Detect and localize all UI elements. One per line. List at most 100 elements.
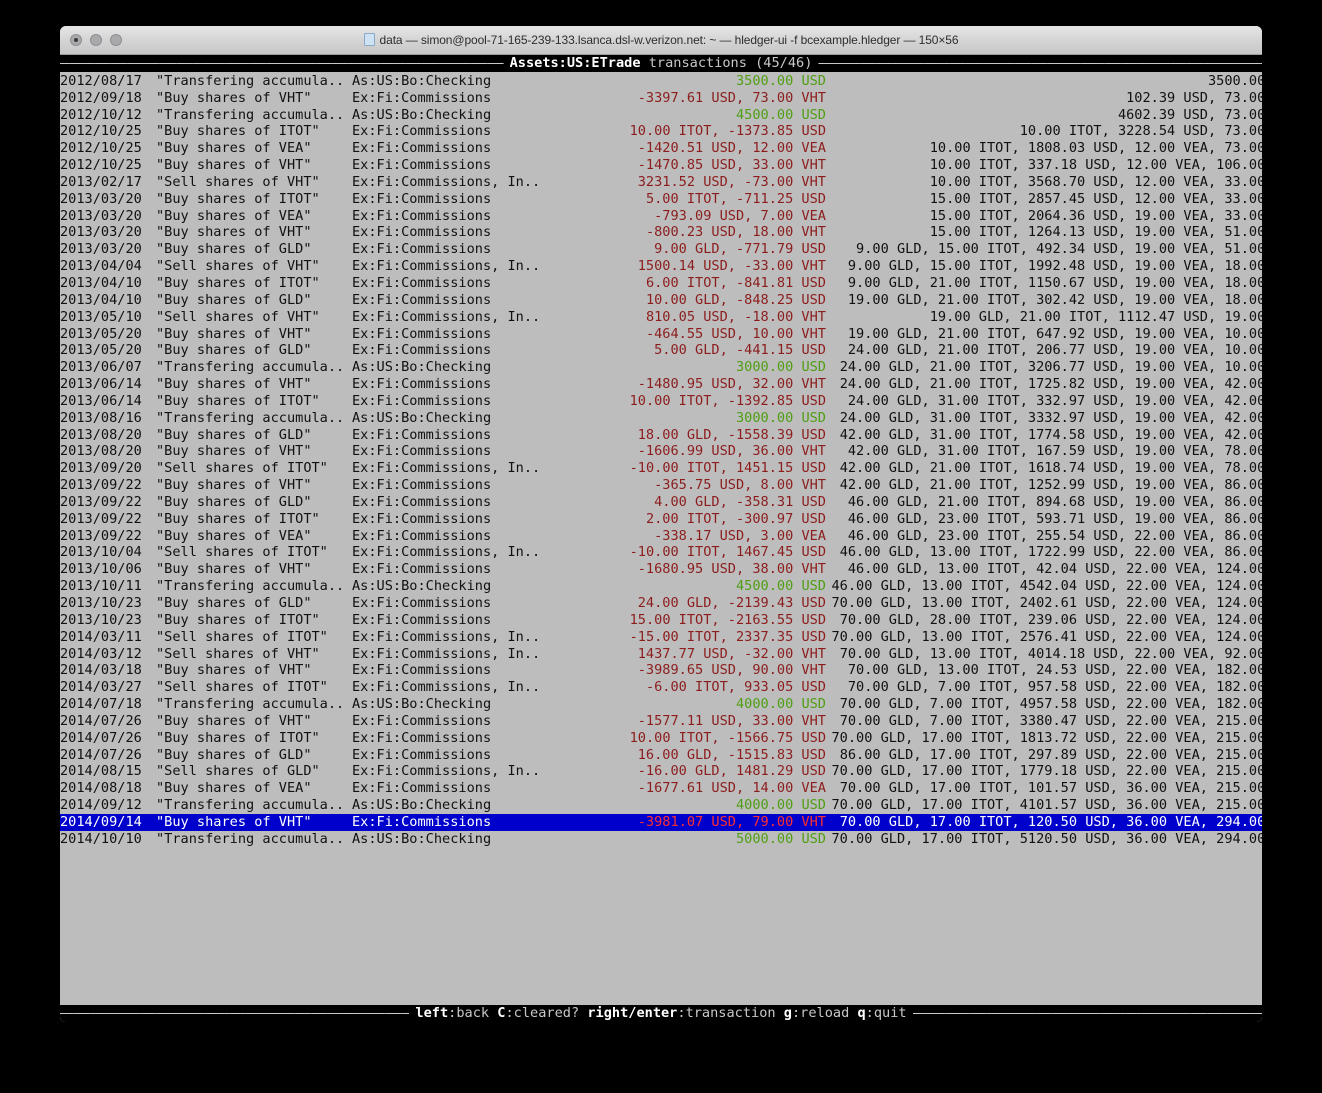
hledger-status-bar: ————————————————————————————————————————… (60, 1004, 1262, 1022)
table-row[interactable]: 2014/07/26 "Buy shares of VHT" Ex:Fi:Commi… (60, 713, 1262, 730)
table-row[interactable]: 2013/03/20 "Buy shares of VEA" Ex:Fi:Commi… (60, 208, 1262, 225)
table-row[interactable]: 2012/10/25 "Buy shares of ITOT" Ex:Fi:Comm… (60, 123, 1262, 140)
row-date: 2012/10/25 (60, 123, 142, 140)
table-row[interactable]: 2013/02/17 "Sell shares of VHT" Ex:Fi:Comm… (60, 174, 1262, 191)
table-row[interactable]: 2012/09/18 "Buy shares of VHT" Ex:Fi:Commi… (60, 90, 1262, 107)
table-row[interactable]: 2013/08/16 "Transfering accumula.. As:US:B… (60, 410, 1262, 427)
table-row[interactable]: 2014/03/27 "Sell shares of ITOT" Ex:Fi:Com… (60, 679, 1262, 696)
table-row[interactable]: 2013/05/20 "Buy shares of GLD" Ex:Fi:Commi… (60, 342, 1262, 359)
header-account: Assets:US:ETrade (509, 55, 641, 71)
table-row[interactable]: 2013/03/20 "Buy shares of ITOT" Ex:Fi:Comm… (60, 191, 1262, 208)
key-q[interactable]: q (857, 1004, 866, 1021)
table-row[interactable]: 2013/10/11 "Transfering accumula.. As:US:B… (60, 578, 1262, 595)
minimize-button[interactable] (90, 34, 102, 46)
table-row[interactable]: 2013/09/20 "Sell shares of ITOT" Ex:Fi:Com… (60, 460, 1262, 477)
terminal-window: data — simon@pool-71-165-239-133.lsanca.… (60, 26, 1262, 1022)
table-row[interactable]: 2013/04/10 "Buy shares of GLD" Ex:Fi:Commi… (60, 292, 1262, 309)
row-description: "Sell shares of ITOT" (156, 460, 328, 477)
row-balance: 70.00 GLD, 13.00 ITOT, 2402.61 USD, 22.0… (831, 595, 1263, 611)
row-description: "Buy shares of ITOT" (156, 729, 320, 746)
table-row[interactable]: 2012/10/25 "Buy shares of VHT" Ex:Fi:Commi… (60, 157, 1262, 174)
row-balance: 70.00 GLD, 17.00 ITOT, 1813.72 USD, 22.0… (831, 729, 1263, 746)
table-row[interactable]: 2013/06/14 "Buy shares of VHT" Ex:Fi:Commi… (60, 376, 1262, 393)
row-description: "Buy shares of VHT" (156, 443, 312, 460)
table-row[interactable]: 2013/03/20 "Buy shares of VHT" Ex:Fi:Commi… (60, 224, 1262, 241)
row-account: Ex:Fi:Commissions, In.. (352, 544, 541, 561)
status-dash-left: ————————————————————————————————————————… (60, 1004, 410, 1021)
row-description: "Sell shares of ITOT" (156, 544, 328, 561)
row-balance: 10.00 ITOT, 3568.70 USD, 12.00 VEA, 33.0… (929, 173, 1262, 190)
row-balance: 24.00 GLD, 21.00 ITOT, 1725.82 USD, 19.0… (839, 376, 1262, 393)
row-date: 2013/09/22 (60, 477, 142, 494)
table-row[interactable]: 2013/06/07 "Transfering accumula.. As:US:B… (60, 359, 1262, 376)
row-balance: 70.00 GLD, 7.00 ITOT, 3380.47 USD, 22.00… (839, 712, 1262, 729)
row-account: As:US:Bo:Checking (352, 830, 492, 847)
row-account: Ex:Fi:Commissions (352, 123, 492, 140)
row-account: Ex:Fi:Commissions (352, 527, 492, 544)
table-row[interactable]: 2013/03/20 "Buy shares of GLD" Ex:Fi:Commi… (60, 241, 1262, 258)
table-row[interactable]: 2013/05/10 "Sell shares of VHT" Ex:Fi:Comm… (60, 309, 1262, 326)
row-amount: 16.00 GLD, -1515.83 USD (637, 746, 826, 763)
zoom-button[interactable] (110, 34, 122, 46)
row-account: Ex:Fi:Commissions, In.. (352, 308, 541, 325)
row-balance: 19.00 GLD, 21.00 ITOT, 1112.47 USD, 19.0… (929, 308, 1262, 325)
table-row[interactable]: 2013/09/22 "Buy shares of VHT" Ex:Fi:Commi… (60, 477, 1262, 494)
row-account: Ex:Fi:Commissions, In.. (352, 460, 541, 477)
row-amount: -1480.95 USD, 32.00 VHT (637, 376, 826, 393)
table-row[interactable]: 2013/09/22 "Buy shares of ITOT" Ex:Fi:Comm… (60, 511, 1262, 528)
table-row[interactable]: 2013/10/06 "Buy shares of VHT" Ex:Fi:Commi… (60, 561, 1262, 578)
window-titlebar[interactable]: data — simon@pool-71-165-239-133.lsanca.… (60, 26, 1262, 55)
table-row[interactable]: 2013/08/20 "Buy shares of GLD" Ex:Fi:Commi… (60, 427, 1262, 444)
row-description: "Transfering accumula.. (156, 696, 345, 713)
table-row[interactable]: 2014/03/12 "Sell shares of VHT" Ex:Fi:Comm… (60, 646, 1262, 663)
key-c[interactable]: C (497, 1004, 506, 1021)
table-row[interactable]: 2013/10/23 "Buy shares of GLD" Ex:Fi:Commi… (60, 595, 1262, 612)
table-row[interactable]: 2012/10/25 "Buy shares of VEA" Ex:Fi:Commi… (60, 140, 1262, 157)
table-row[interactable]: 2014/09/12 "Transfering accumula.. As:US:B… (60, 797, 1262, 814)
row-description: "Buy shares of GLD" (156, 291, 312, 308)
row-description: "Buy shares of ITOT" (156, 392, 320, 409)
row-balance: 102.39 USD, 73.00 VHT (1126, 89, 1262, 106)
table-row[interactable]: 2013/08/20 "Buy shares of VHT" Ex:Fi:Commi… (60, 443, 1262, 460)
row-account: As:US:Bo:Checking (352, 409, 492, 426)
table-row[interactable]: 2014/03/11 "Sell shares of ITOT" Ex:Fi:Com… (60, 629, 1262, 646)
table-row[interactable]: 2014/03/18 "Buy shares of VHT" Ex:Fi:Commi… (60, 662, 1262, 679)
table-row[interactable]: 2013/10/04 "Sell shares of ITOT" Ex:Fi:Com… (60, 544, 1262, 561)
key-c-action: cleared? (513, 1004, 580, 1021)
table-row[interactable]: 2012/10/12 "Transfering accumula.. As:US:B… (60, 107, 1262, 124)
row-description: "Buy shares of VHT" (156, 662, 312, 679)
key-left[interactable]: left (415, 1004, 449, 1021)
table-row[interactable]: 2013/09/22 "Buy shares of GLD" Ex:Fi:Commi… (60, 494, 1262, 511)
row-account: Ex:Fi:Commissions, In.. (352, 173, 541, 190)
table-row[interactable]: 2013/04/10 "Buy shares of ITOT" Ex:Fi:Comm… (60, 275, 1262, 292)
row-amount: -3981.07 USD, 79.00 VHT (637, 813, 826, 830)
table-row[interactable]: 2014/08/18 "Buy shares of VEA" Ex:Fi:Commi… (60, 780, 1262, 797)
table-row[interactable]: 2013/09/22 "Buy shares of VEA" Ex:Fi:Commi… (60, 528, 1262, 545)
row-description: "Buy shares of GLD" (156, 746, 312, 763)
row-date: 2012/09/18 (60, 89, 142, 106)
transaction-list[interactable]: 2012/08/17 "Transfering accumula.. As:US:B… (60, 72, 1262, 848)
row-description: "Transfering accumula.. (156, 409, 345, 426)
table-row[interactable]: 2013/06/14 "Buy shares of ITOT" Ex:Fi:Comm… (60, 393, 1262, 410)
table-row[interactable]: 2014/10/10 "Transfering accumula.. As:US:B… (60, 831, 1262, 848)
table-row[interactable]: 2012/08/17 "Transfering accumula.. As:US:B… (60, 73, 1262, 90)
row-account: Ex:Fi:Commissions (352, 662, 492, 679)
row-description: "Transfering accumula.. (156, 578, 345, 595)
row-account: Ex:Fi:Commissions (352, 746, 492, 763)
table-row[interactable]: 2014/08/15 "Sell shares of GLD" Ex:Fi:Comm… (60, 763, 1262, 780)
key-g[interactable]: g (783, 1004, 792, 1021)
row-description: "Buy shares of VHT" (156, 224, 312, 241)
key-right-enter[interactable]: right/enter (587, 1004, 678, 1021)
table-row[interactable]: 2014/07/26 "Buy shares of GLD" Ex:Fi:Commi… (60, 747, 1262, 764)
table-row[interactable]: 2014/07/26 "Buy shares of ITOT" Ex:Fi:Comm… (60, 730, 1262, 747)
key-q-action: quit (873, 1004, 907, 1021)
table-row[interactable]: 2013/10/23 "Buy shares of ITOT" Ex:Fi:Comm… (60, 612, 1262, 629)
close-button[interactable] (70, 34, 82, 46)
row-amount: 24.00 GLD, -2139.43 USD (637, 595, 826, 611)
row-amount: 1500.14 USD, -33.00 VHT (637, 258, 826, 275)
table-row[interactable]: 2013/05/20 "Buy shares of VHT" Ex:Fi:Commi… (60, 326, 1262, 343)
table-row[interactable]: 2014/09/14 "Buy shares of VHT" Ex:Fi:Commi… (60, 813, 1262, 831)
table-row[interactable]: 2013/04/04 "Sell shares of VHT" Ex:Fi:Comm… (60, 258, 1262, 275)
table-row[interactable]: 2014/07/18 "Transfering accumula.. As:US:B… (60, 696, 1262, 713)
row-account: Ex:Fi:Commissions (352, 493, 492, 510)
